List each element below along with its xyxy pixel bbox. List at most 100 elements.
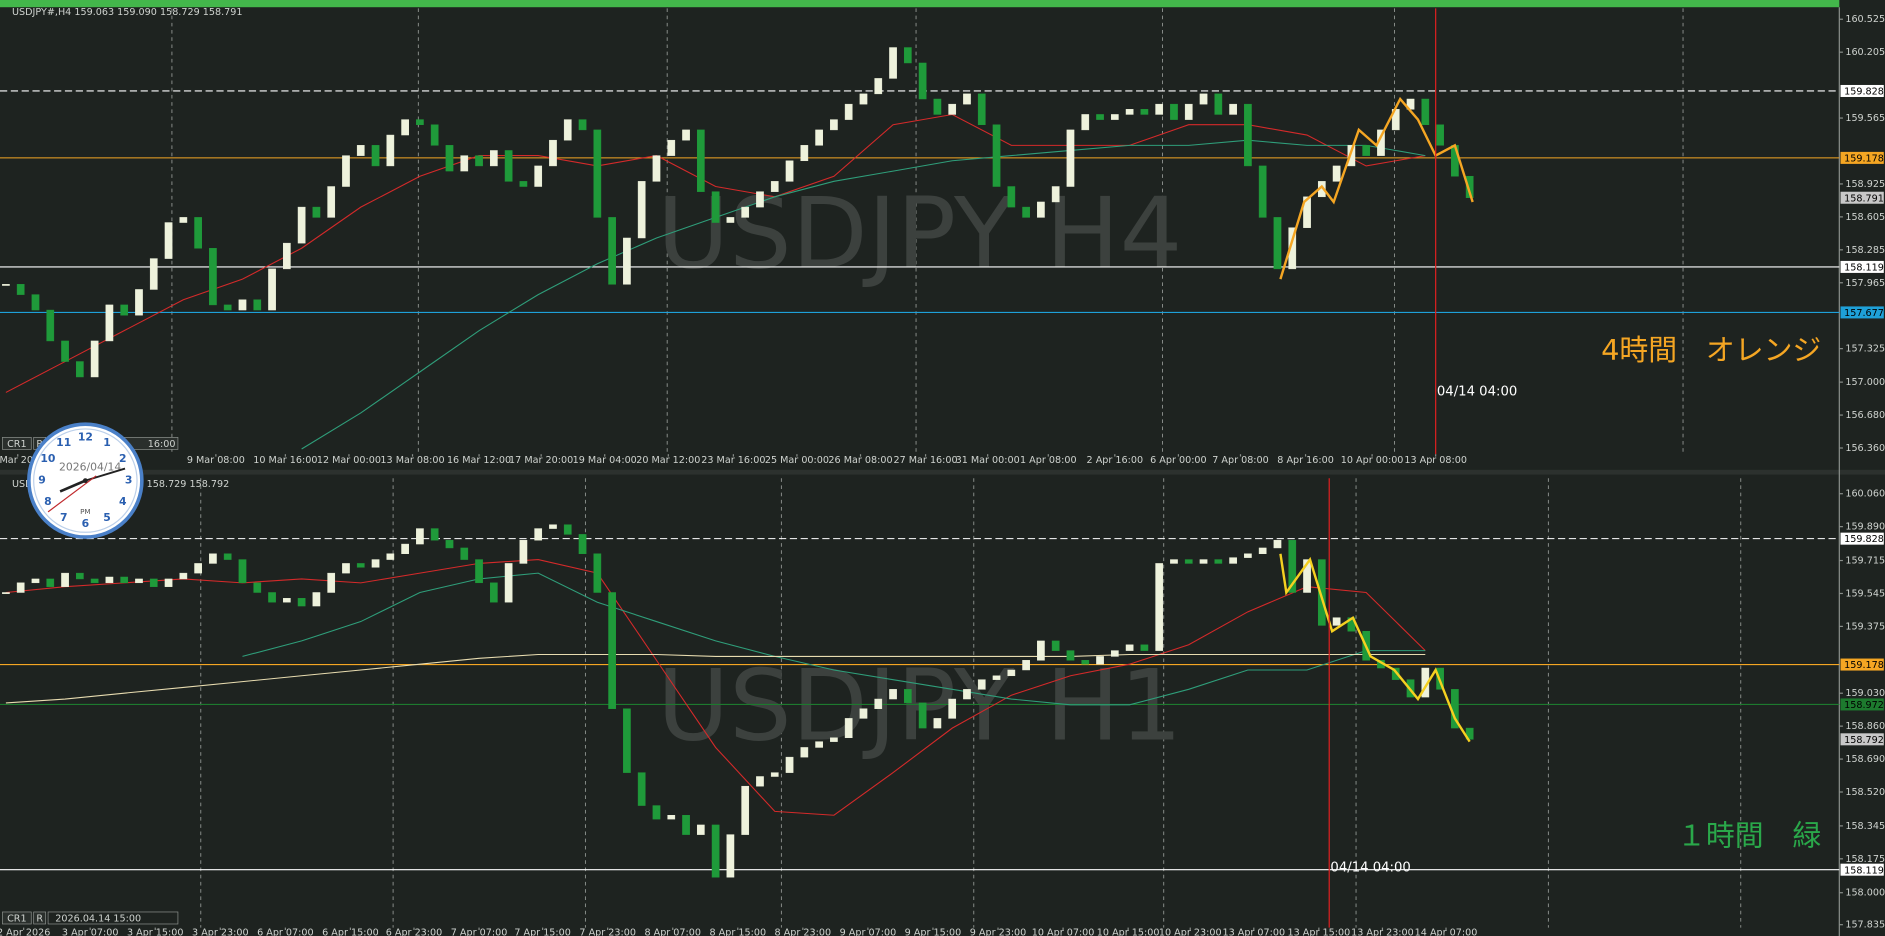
candle [1170,103,1178,120]
candle [179,217,188,223]
x-tick-label: 10 Apr 15:00 [1097,927,1160,936]
level-label-box [1840,698,1884,711]
y-tick-label: 160.060 [1845,489,1885,500]
zigzag [1279,96,1474,280]
candle [120,304,129,316]
candle [297,206,306,244]
candle [563,524,572,535]
clock-numeral: 6 [82,517,90,530]
candle [844,103,853,120]
level-label: 159.828 [1844,534,1884,545]
level-label: 159.178 [1844,660,1884,671]
candle [209,553,217,564]
y-tick-label: 158.860 [1845,721,1885,732]
clock-numeral: 2 [119,452,127,465]
clock-numeral: 10 [40,452,55,465]
candle [1244,103,1252,167]
level-label-box [1840,658,1884,671]
active-bar [0,0,1840,8]
candle [1110,650,1119,657]
candle [1155,103,1164,115]
candle [1125,109,1134,115]
x-tick-label: 20 Mar 12:00 [636,455,700,466]
level-label: 159.828 [1844,87,1884,98]
candle [430,124,439,146]
level-label-box [1840,306,1884,319]
level-label: 158.972 [1844,700,1884,711]
clock-ampm: PM [80,507,91,516]
moving-average [242,572,1426,706]
candle [445,145,454,172]
candle [209,248,217,306]
x-tick-label: 27 Mar 16:00 [893,455,957,466]
candle [297,598,306,607]
candle [608,217,616,285]
candle [223,304,232,311]
candle [1022,206,1030,218]
x-tick-label: 6 Apr 15:00 [322,927,379,936]
candle [1051,186,1060,203]
x-tick-label: 9 Mar 08:00 [187,455,245,466]
candle [1214,93,1223,115]
candle [1184,559,1193,564]
candle [1051,640,1060,651]
clock-numeral: 11 [56,436,71,449]
candle [194,217,202,249]
candle [342,563,350,574]
candle [741,206,750,218]
candle [194,563,202,574]
y-tick-label: 160.205 [1845,47,1885,58]
candle [977,679,986,690]
candle [933,98,942,115]
candle [1214,559,1223,564]
candle [1199,93,1208,105]
x-tick-label: 23 Mar 16:00 [701,455,765,466]
candle [637,181,646,239]
candle [667,815,676,820]
candle [1096,656,1104,665]
candle [1244,553,1252,558]
clock-numeral: 12 [78,430,93,443]
candle [1317,559,1326,626]
candle [918,62,927,100]
candle [90,578,99,584]
level-label: 158.119 [1844,865,1884,876]
y-tick-label: 158.925 [1845,179,1885,190]
candle [1140,109,1149,115]
candle [460,547,469,560]
candle [135,578,143,584]
level-label: 158.791 [1844,193,1884,204]
candle [859,708,868,719]
watermark: USDJPY H4 [657,178,1182,292]
candle [327,572,336,593]
candle [903,689,912,704]
candle [1391,667,1400,680]
candle [1140,644,1149,651]
candle [371,145,380,167]
candle [2,284,10,286]
candle [1436,124,1444,146]
candle [992,675,1001,680]
candle [859,93,868,105]
candle [179,572,188,580]
candle [889,47,897,79]
profile: CR1 [7,914,27,925]
candle [401,119,409,136]
candle [105,576,114,584]
candle [61,340,69,362]
candle [75,572,84,580]
candle [963,689,971,700]
clock-numeral: 1 [103,436,111,449]
clock-numeral: 8 [44,495,52,508]
candle [1229,103,1237,115]
candle [977,93,986,125]
candle [416,119,424,125]
candle [1037,640,1045,661]
candle [948,103,957,115]
x-tick-label: 8 Apr 07:00 [644,927,701,936]
candle [918,702,927,729]
candle [46,309,55,342]
candle [1199,559,1208,564]
